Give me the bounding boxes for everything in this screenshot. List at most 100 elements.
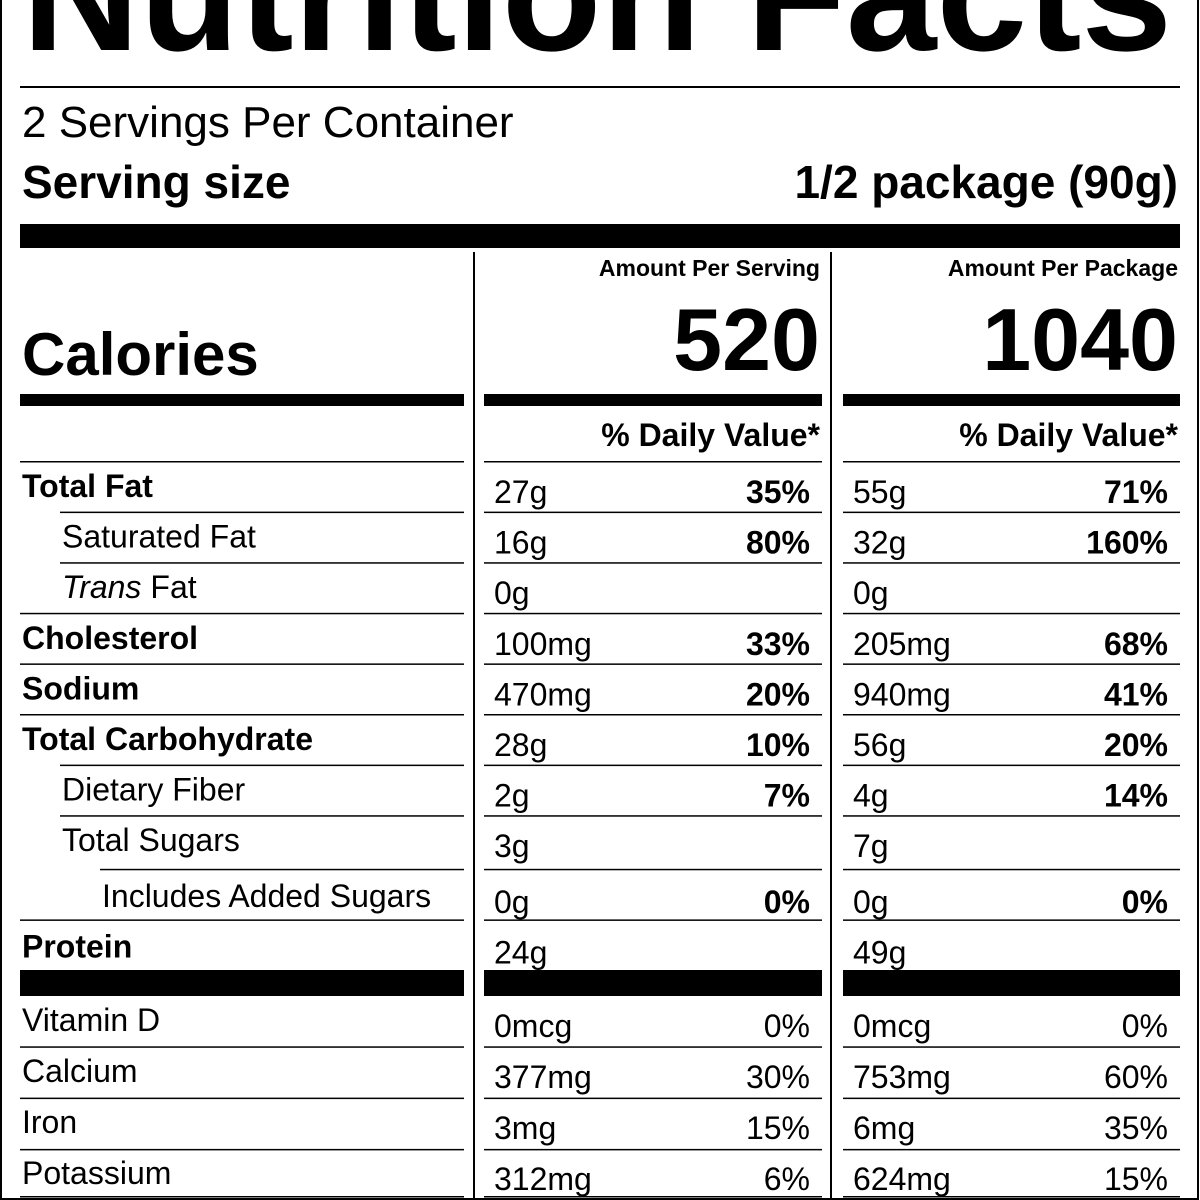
daily-value: 20% [746, 676, 810, 712]
amount: 6mg [853, 1110, 915, 1146]
row-rule [20, 1148, 464, 1151]
dv-heading: % Daily Value* [959, 417, 1178, 453]
column-divider [830, 252, 832, 1200]
row-rule [843, 612, 1180, 615]
servings: 2 Servings Per Container [22, 98, 514, 147]
nutrient-name: Calcium [22, 1053, 138, 1089]
nutrient-name: Includes Added Sugars [102, 878, 431, 914]
nutrient-name: Total Carbohydrate [22, 721, 313, 757]
medium-bar [484, 394, 822, 406]
row-rule [843, 1148, 1180, 1151]
nutrient-name: Protein [22, 928, 132, 964]
calories-value: 1040 [982, 290, 1178, 389]
nutrient-name: Vitamin D [22, 1002, 160, 1038]
row-rule [843, 764, 1180, 767]
amount: 205mg [853, 626, 951, 662]
row-rule [20, 1046, 464, 1048]
nutrient-name: Saturated Fat [62, 519, 256, 555]
row-rule [484, 511, 822, 514]
row-rule [484, 919, 822, 921]
amount: 2g [494, 778, 530, 814]
daily-value: 14% [1104, 778, 1168, 814]
daily-value: 0% [1122, 884, 1168, 920]
nutrient-name: Cholesterol [22, 620, 198, 656]
amount: 0g [853, 884, 889, 920]
amount: 3g [494, 828, 530, 864]
amount: 0mcg [494, 1008, 572, 1044]
calories-value: 520 [673, 290, 820, 389]
row-rule [484, 868, 822, 871]
daily-value: 15% [746, 1110, 810, 1146]
nutrient-name: Total Fat [22, 468, 153, 504]
thick-bar [843, 970, 1180, 996]
column-heading: Amount Per Package [948, 255, 1178, 281]
daily-value: 15% [1104, 1161, 1168, 1197]
row-rule [484, 562, 822, 564]
nutrient-name: Potassium [22, 1155, 171, 1191]
row-rule [843, 511, 1180, 514]
daily-value: 68% [1104, 626, 1168, 662]
daily-value: 0% [764, 884, 810, 920]
amount: 0g [494, 884, 530, 920]
amount: 56g [853, 727, 906, 763]
thick-bar [20, 224, 1180, 248]
daily-value: 41% [1104, 676, 1168, 712]
row-rule [843, 461, 1180, 463]
row-rule [843, 815, 1180, 817]
row-rule [484, 764, 822, 767]
daily-value: 71% [1104, 474, 1168, 510]
daily-value: 80% [746, 525, 810, 561]
amount: 753mg [853, 1059, 951, 1095]
daily-value: 33% [746, 626, 810, 662]
nutrient-name-italic: Trans [62, 569, 141, 605]
daily-value: 0% [764, 1008, 810, 1044]
row-rule [484, 1097, 822, 1100]
nutrient-name: Sodium [22, 670, 139, 706]
dv-heading: % Daily Value* [601, 417, 820, 453]
row-rule [484, 714, 822, 716]
nutrient-name: Dietary Fiber [62, 772, 246, 808]
amount: 470mg [494, 676, 592, 712]
row-rule [843, 562, 1180, 564]
daily-value: 20% [1104, 727, 1168, 763]
nutrient-name: Trans Fat [62, 569, 197, 605]
row-rule [484, 1046, 822, 1048]
amount: 49g [853, 934, 906, 970]
row-rule [484, 815, 822, 817]
daily-value: 35% [1104, 1110, 1168, 1146]
daily-value: 30% [746, 1059, 810, 1095]
amount: 0mcg [853, 1008, 931, 1044]
row-rule [20, 714, 464, 716]
medium-bar [20, 394, 464, 406]
row-rule [60, 511, 464, 514]
daily-value: 160% [1086, 525, 1168, 561]
amount: 7g [853, 828, 889, 864]
daily-value: 35% [746, 474, 810, 510]
serving-size-label: Serving size [22, 156, 290, 208]
row-rule [484, 1196, 822, 1198]
row-rule [20, 919, 464, 921]
row-rule [843, 1196, 1180, 1198]
amount: 100mg [494, 626, 592, 662]
row-rule [60, 815, 464, 817]
amount: 3mg [494, 1110, 556, 1146]
amount: 24g [494, 934, 547, 970]
row-rule [484, 461, 822, 463]
title: Nutrition Facts [22, 0, 1172, 85]
amount: 0g [494, 575, 530, 611]
row-rule [843, 1097, 1180, 1100]
amount: 16g [494, 525, 547, 561]
column-divider [473, 252, 475, 1200]
amount: 28g [494, 727, 547, 763]
rule [20, 86, 1180, 88]
amount: 27g [494, 474, 547, 510]
row-rule [60, 562, 464, 564]
thick-bar [484, 970, 822, 996]
row-rule [20, 1097, 464, 1100]
amount: 4g [853, 778, 889, 814]
row-rule [843, 663, 1180, 665]
calories-label: Calories [22, 321, 259, 388]
row-rule [484, 663, 822, 665]
